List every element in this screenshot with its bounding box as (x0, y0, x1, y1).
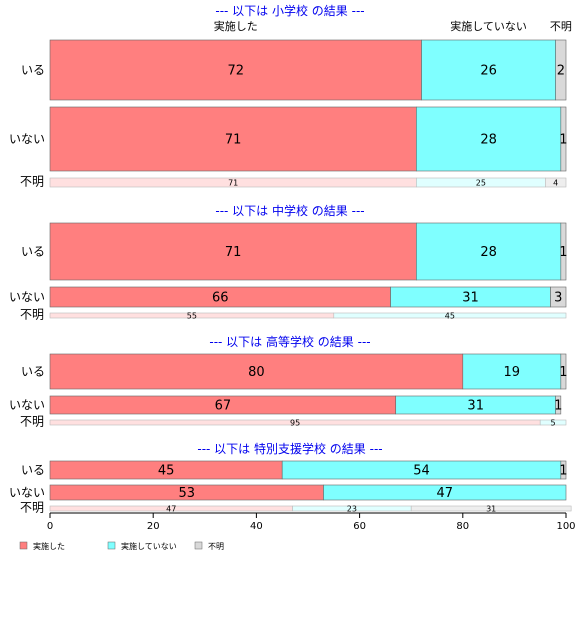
x-tick-label: 100 (556, 521, 575, 532)
legend-swatch (19, 541, 28, 550)
column-label: 不明 (550, 20, 572, 33)
bar-segment (560, 106, 567, 172)
data-label: 5 (551, 418, 556, 427)
panel-title: --- 以下は 小学校 の結果 --- (215, 3, 364, 18)
column-label: 実施した (214, 19, 258, 33)
x-tick-label: 20 (147, 521, 160, 532)
data-label: 1 (559, 133, 567, 148)
category-label: 不明 (20, 175, 44, 189)
data-label: 47 (436, 486, 453, 501)
legend-swatch (107, 541, 116, 550)
data-label: 1 (559, 245, 567, 260)
x-tick-label: 40 (250, 521, 263, 532)
data-label: 45 (158, 464, 175, 479)
data-label: 31 (486, 504, 496, 513)
data-label: 47 (166, 504, 176, 513)
category-label: いる (21, 63, 45, 77)
data-label: 4 (553, 178, 558, 187)
legend-swatch (194, 541, 203, 550)
category-label: いない (9, 132, 45, 146)
category-label: いない (9, 398, 45, 412)
data-label: 71 (225, 133, 242, 148)
bar-segment (49, 222, 417, 281)
data-label: 23 (347, 504, 357, 513)
bar-segment (49, 39, 422, 101)
legend-label: 不明 (208, 542, 224, 551)
bar-segment (333, 312, 567, 319)
data-label: 53 (178, 486, 195, 501)
category-label: いない (9, 290, 45, 304)
bar-segment (545, 177, 567, 188)
x-tick-label: 0 (47, 521, 53, 532)
bar-segment (49, 353, 464, 390)
category-label: 不明 (20, 308, 44, 322)
bar-segment (410, 505, 572, 512)
data-label: 95 (290, 418, 300, 427)
column-label: 実施していない (450, 19, 527, 33)
category-label: いる (21, 463, 45, 477)
data-label: 72 (227, 64, 244, 79)
data-label: 80 (248, 365, 265, 380)
data-label: 1 (559, 365, 567, 380)
legend-label: 実施した (33, 541, 65, 551)
bar-segment (421, 39, 556, 101)
data-label: 31 (462, 291, 479, 306)
data-label: 3 (554, 291, 562, 306)
category-label: いる (21, 365, 45, 379)
data-label: 45 (445, 311, 455, 320)
data-label: 26 (480, 64, 497, 79)
data-label: 66 (212, 291, 229, 306)
bar-segment (560, 353, 567, 390)
data-label: 31 (467, 399, 484, 414)
panel-title: --- 以下は 特別支援学校 の結果 --- (197, 441, 382, 456)
bar-segment (323, 484, 567, 501)
legend-label: 実施していない (121, 541, 177, 551)
bar-segment (560, 222, 567, 281)
bar-segment (539, 419, 567, 426)
panel-title: --- 以下は 高等学校 の結果 --- (209, 334, 370, 349)
x-tick-label: 80 (456, 521, 469, 532)
data-label: 19 (504, 365, 521, 380)
bar-segment (416, 222, 562, 281)
category-label: 不明 (20, 415, 44, 429)
data-label: 1 (559, 464, 567, 479)
category-label: いる (21, 245, 45, 259)
data-label: 71 (225, 245, 242, 260)
data-label: 55 (187, 311, 197, 320)
x-tick-label: 60 (353, 521, 366, 532)
bar-segment (550, 286, 567, 308)
bar-segment (555, 395, 562, 415)
data-label: 28 (480, 245, 497, 260)
category-label: いない (9, 486, 45, 500)
data-label: 71 (228, 178, 238, 187)
data-label: 28 (480, 133, 497, 148)
category-label: 不明 (20, 501, 44, 515)
data-label: 67 (215, 399, 232, 414)
bar-segment (416, 106, 562, 172)
panel-title: --- 以下は 中学校 の結果 --- (215, 203, 364, 218)
data-label: 1 (554, 399, 562, 414)
data-label: 2 (557, 64, 565, 79)
bar-segment (560, 460, 567, 480)
data-label: 25 (476, 178, 486, 187)
bar-segment (555, 39, 567, 101)
data-label: 54 (413, 464, 430, 479)
